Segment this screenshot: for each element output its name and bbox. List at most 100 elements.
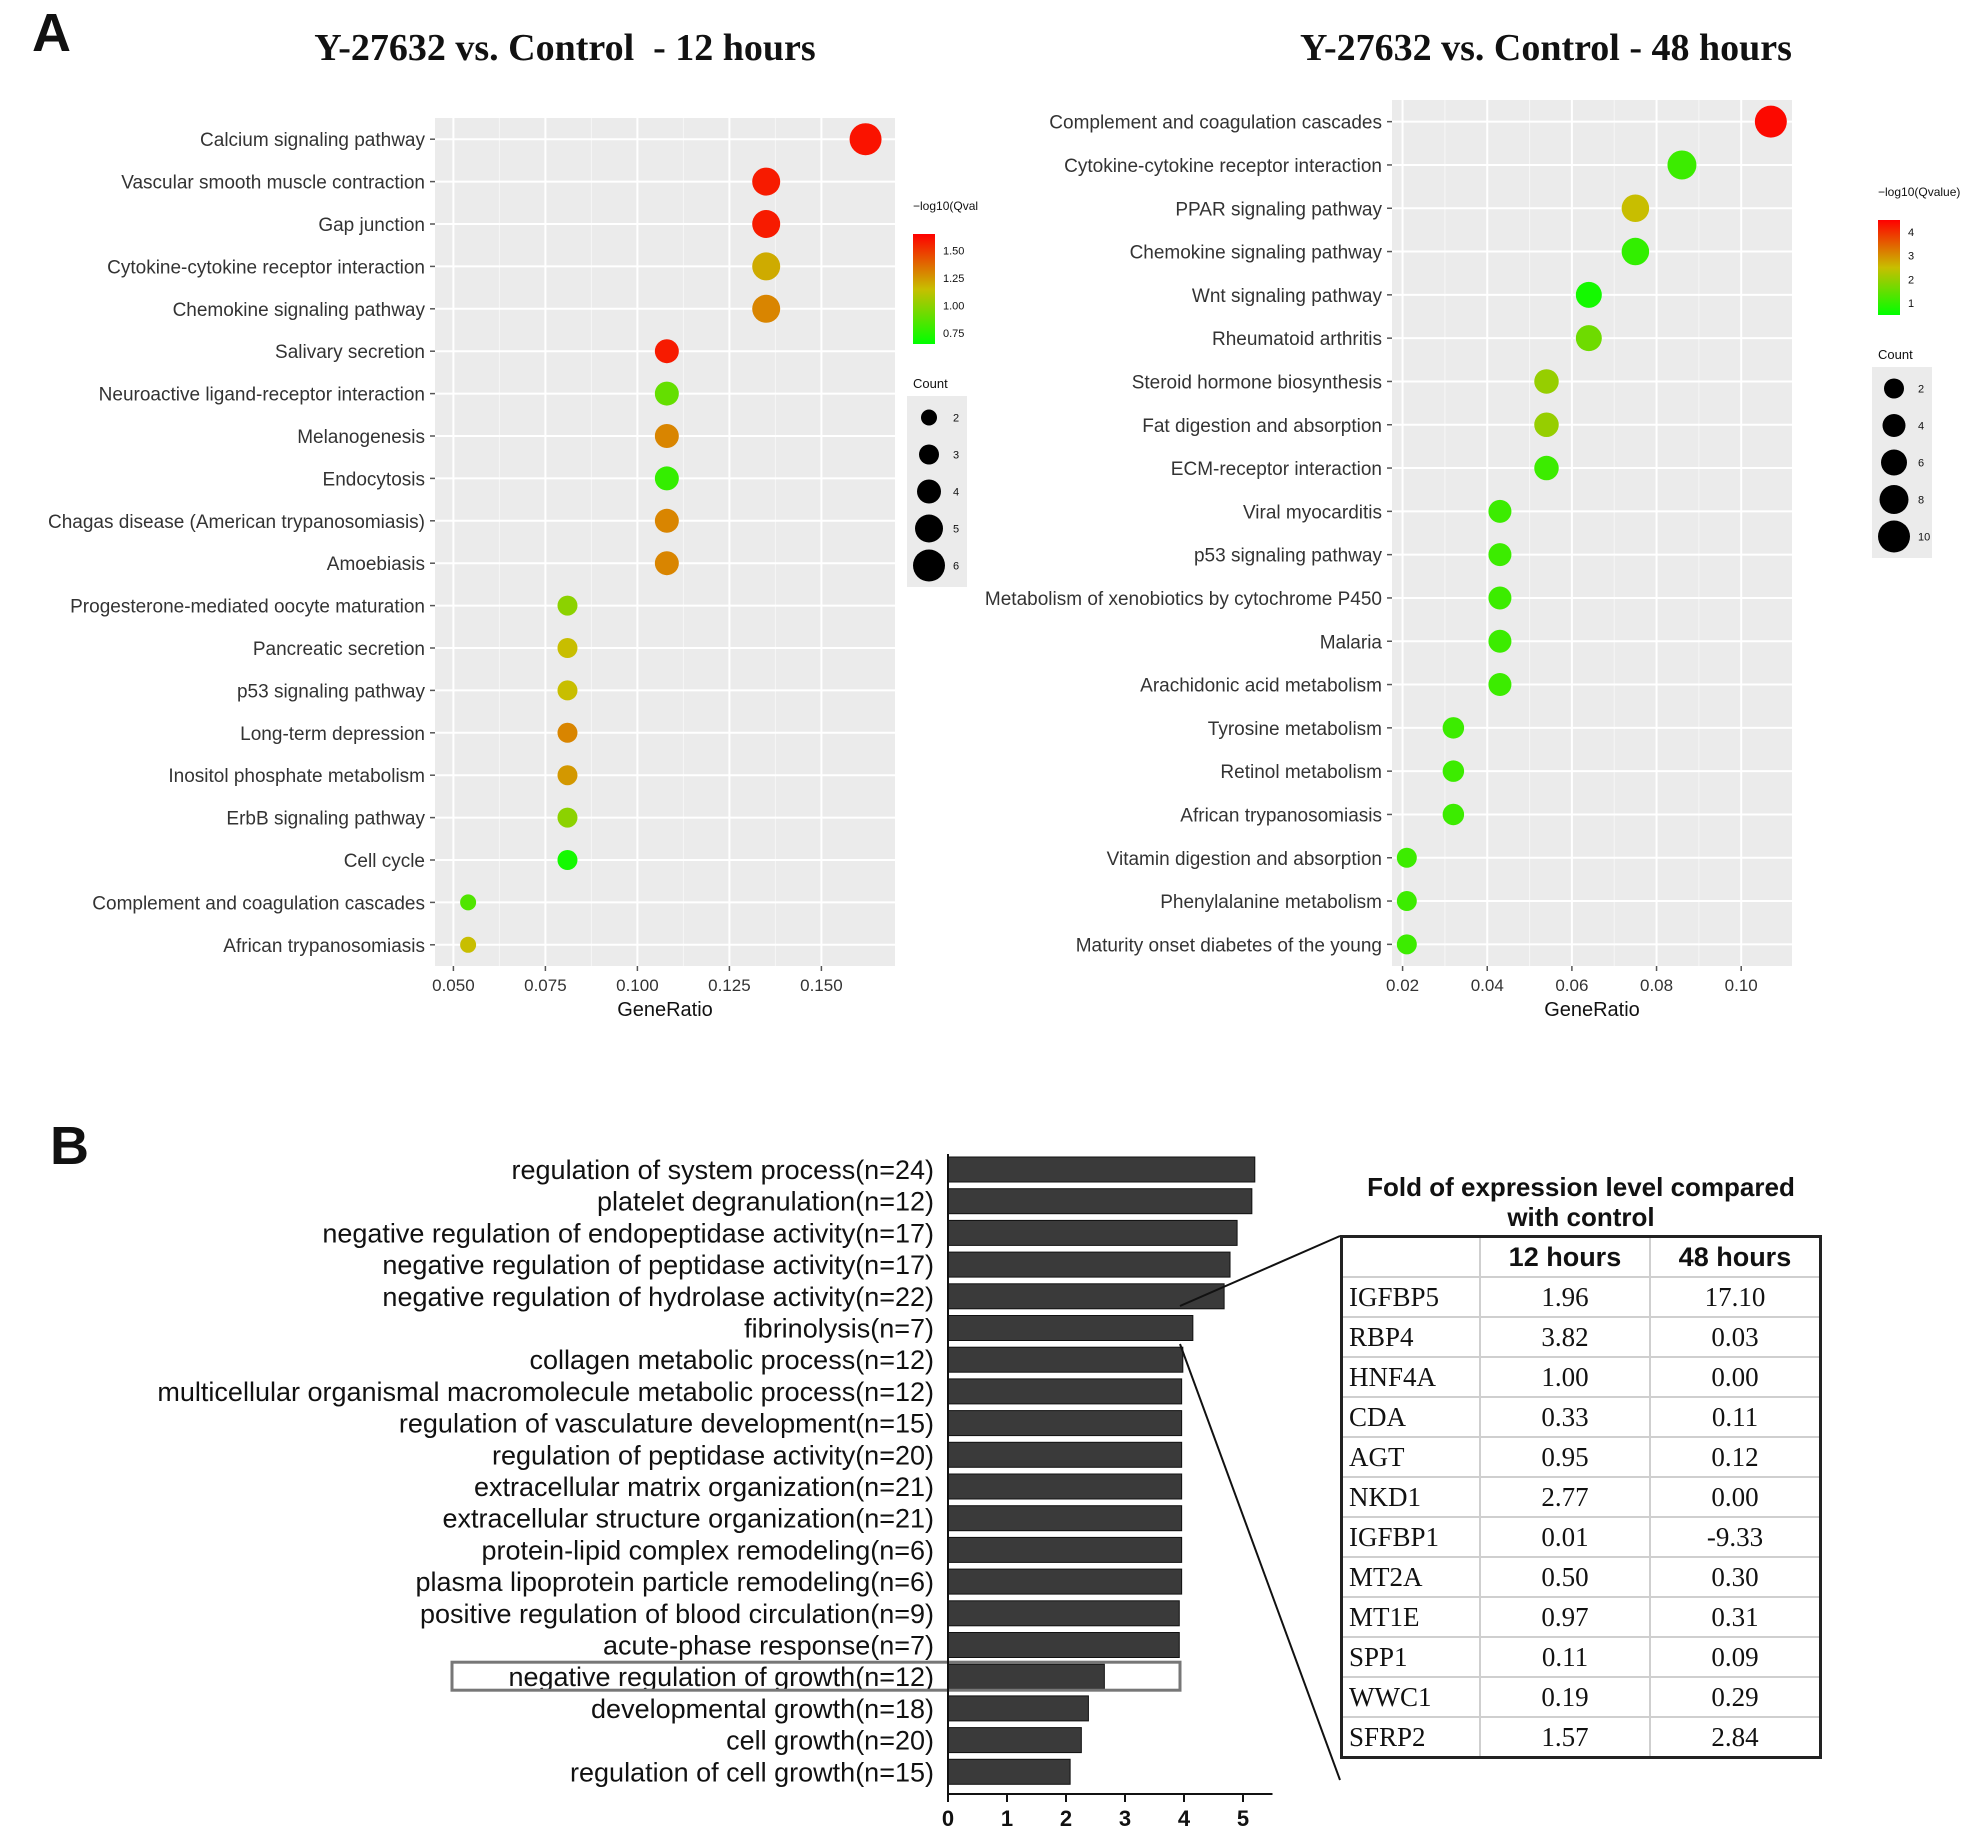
- color-legend-tick: 2: [1908, 274, 1914, 286]
- bar: [947, 1727, 1082, 1754]
- gene-cell: CDA: [1340, 1396, 1481, 1438]
- size-legend-tick: 2: [1918, 384, 1924, 396]
- table-header-cell: 48 hours: [1648, 1235, 1822, 1278]
- size-legend-dot: [913, 549, 945, 582]
- y-tick-label: Salivary secretion: [275, 342, 425, 363]
- x-tick-label: 4: [1178, 1806, 1191, 1831]
- plot-panel: [1392, 100, 1792, 966]
- data-point: [1754, 105, 1787, 138]
- x-tick-label: 0.06: [1555, 976, 1588, 995]
- data-point: [752, 210, 781, 238]
- y-tick-label: Phenylalanine metabolism: [1160, 892, 1382, 913]
- data-point: [557, 680, 578, 701]
- bar: [947, 1505, 1183, 1532]
- table-row: SFRP2 1.57 2.84: [1340, 1716, 1822, 1759]
- bar: [947, 1600, 1180, 1627]
- bar: [947, 1632, 1180, 1658]
- table-row: MT2A 0.50 0.30: [1340, 1556, 1822, 1598]
- size-legend-tick: 4: [1918, 421, 1924, 433]
- fold-value-cell: 2.84: [1648, 1716, 1822, 1759]
- size-legend-title: Count: [1878, 347, 1913, 362]
- size-legend-tick: 3: [953, 450, 959, 462]
- data-point: [1621, 237, 1650, 266]
- y-tick-label: Rheumatoid arthritis: [1212, 329, 1382, 350]
- color-legend-tick: 0.75: [943, 328, 964, 340]
- color-legend-tick: 4: [1908, 227, 1914, 239]
- fold-value-cell: 1.57: [1479, 1716, 1651, 1759]
- y-tick-label: Cell cycle: [344, 851, 425, 872]
- fold-value-cell: 0.03: [1648, 1316, 1822, 1358]
- bar-label: regulation of peptidase activity(n=20): [492, 1440, 934, 1470]
- color-legend-title: −log10(Qvalue): [1878, 185, 1960, 199]
- size-legend-dot: [1884, 378, 1904, 399]
- fold-value-cell: 0.33: [1479, 1396, 1651, 1438]
- data-point: [557, 722, 578, 743]
- y-tick-label: Inositol phosphate metabolism: [168, 766, 425, 787]
- bar-label: collagen metabolic process(n=12): [530, 1345, 934, 1375]
- y-tick-label: Cytokine-cytokine receptor interaction: [107, 257, 425, 278]
- y-tick-label: Cytokine-cytokine receptor interaction: [1064, 156, 1382, 177]
- bar-label: developmental growth(n=18): [591, 1694, 934, 1724]
- x-tick-label: 0.04: [1471, 976, 1504, 995]
- y-tick-label: Amoebiasis: [327, 554, 425, 575]
- data-point: [1396, 891, 1417, 912]
- size-legend-tick: 5: [953, 524, 959, 536]
- y-tick-label: Steroid hormone biosynthesis: [1132, 372, 1382, 393]
- fold-value-cell: 1.00: [1479, 1356, 1651, 1398]
- fold-value-cell: 2.77: [1479, 1476, 1651, 1518]
- bar-label: negative regulation of growth(n=12): [508, 1662, 934, 1692]
- gene-cell: IGFBP1: [1340, 1516, 1481, 1558]
- data-point: [1488, 629, 1512, 653]
- y-tick-label: Calcium signaling pathway: [200, 130, 425, 151]
- fold-value-cell: 0.50: [1479, 1556, 1651, 1598]
- y-tick-label: Maturity onset diabetes of the young: [1076, 935, 1382, 956]
- y-tick-label: African trypanosomiasis: [1180, 805, 1382, 826]
- bar-label: platelet degranulation(n=12): [597, 1187, 934, 1217]
- data-point: [654, 508, 679, 533]
- panel-label-b: B: [50, 1116, 89, 1176]
- x-tick-label: 0.10: [1725, 976, 1758, 995]
- table-header-cell: 12 hours: [1479, 1235, 1651, 1278]
- bar: [947, 1441, 1183, 1468]
- y-tick-label: Vitamin digestion and absorption: [1107, 849, 1382, 870]
- data-point: [849, 123, 882, 156]
- data-point: [460, 894, 477, 911]
- data-point: [557, 807, 578, 828]
- fold-value-cell: 0.97: [1479, 1596, 1651, 1638]
- x-tick-label: 0.08: [1640, 976, 1673, 995]
- x-axis-label: GeneRatio: [1544, 999, 1640, 1021]
- data-point: [654, 466, 679, 491]
- table-row: IGFBP5 1.96 17.10: [1340, 1276, 1822, 1318]
- y-tick-label: ECM-receptor interaction: [1171, 459, 1382, 480]
- bar: [947, 1695, 1089, 1722]
- fold-value-cell: 0.11: [1479, 1636, 1651, 1678]
- bar: [947, 1188, 1253, 1215]
- dot-plot-12h: Calcium signaling pathway Vascular smooth…: [48, 118, 978, 1021]
- gene-cell: MT1E: [1340, 1596, 1481, 1638]
- table-body: IGFBP5 1.96 17.10 RBP4 3.82 0.03 HNF4A 1.00 0.00…: [1340, 1276, 1822, 1759]
- fold-value-cell: 0.11: [1648, 1396, 1822, 1438]
- y-tick-label: PPAR signaling pathway: [1175, 199, 1382, 220]
- fold-value-cell: 17.10: [1648, 1276, 1822, 1318]
- connector-line-bottom: [1179, 1343, 1341, 1781]
- y-tick-label: Neuroactive ligand-receptor interaction: [99, 385, 425, 406]
- data-point: [557, 850, 578, 870]
- bar-label: protein-lipid complex remodeling(n=6): [482, 1535, 934, 1565]
- bar-label: negative regulation of hydrolase activit…: [382, 1282, 934, 1312]
- table-header-row: 12 hours 48 hours: [1340, 1235, 1822, 1278]
- x-tick-label: 0.050: [432, 976, 475, 995]
- y-tick-label: p53 signaling pathway: [1194, 546, 1383, 567]
- bar-label: multicellular organismal macromolecule m…: [157, 1377, 934, 1407]
- y-tick-label: Endocytosis: [323, 469, 425, 490]
- data-point: [1442, 760, 1465, 782]
- data-point: [557, 595, 578, 616]
- gene-cell: IGFBP5: [1340, 1276, 1481, 1318]
- y-tick-label: Complement and coagulation cascades: [1049, 113, 1382, 134]
- y-tick-label: Chemokine signaling pathway: [1130, 243, 1383, 264]
- y-tick-label: Wnt signaling pathway: [1192, 286, 1383, 307]
- y-tick-label: Retinol metabolism: [1220, 762, 1382, 783]
- data-point: [1534, 455, 1559, 481]
- fold-value-cell: 0.31: [1648, 1596, 1822, 1638]
- fold-value-cell: 0.19: [1479, 1676, 1651, 1718]
- gene-cell: AGT: [1340, 1436, 1481, 1478]
